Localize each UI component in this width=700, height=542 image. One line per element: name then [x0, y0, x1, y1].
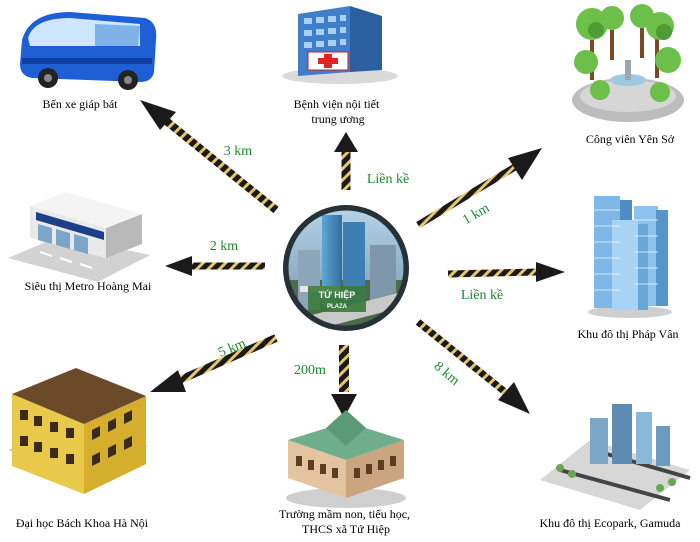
distance-school: 200m [294, 363, 326, 378]
center-logo-line2: PLAZA [327, 304, 348, 310]
distance-park: 1 km [460, 201, 492, 228]
university-icon [8, 368, 148, 494]
distance-phapvan: Liền kề [461, 288, 503, 303]
supermarket-icon [8, 192, 150, 282]
label-phapvan: Khu đô thị Pháp Vân [577, 327, 678, 341]
distance-bus: 3 km [224, 144, 253, 159]
center-project-image: TỨ HIỆP PLAZA [283, 205, 409, 331]
city-icon [540, 404, 691, 510]
distance-metro: 2 km [210, 239, 239, 254]
label-hospital: Bệnh viện nội tiết trung ương [294, 97, 383, 126]
arrow-to-school [331, 345, 357, 418]
distance-hospital: Liền kề [367, 172, 409, 187]
center-logo-line1: TỨ HIỆP [319, 289, 355, 300]
label-school: Trường mầm non, tiểu học, THCS xã Tứ Hiệ… [279, 507, 413, 536]
park-icon [572, 4, 684, 122]
school-icon [286, 410, 406, 508]
label-bachkhoa: Đại học Bách Khoa Hà Nội [16, 516, 149, 530]
distance-ecopark: 8 km [431, 359, 462, 389]
arrow-to-phapvan [447, 262, 565, 282]
arrow-to-park [416, 148, 542, 229]
arrow-to-metro [165, 256, 265, 276]
arrow-to-bachkhoa [150, 334, 278, 392]
arrow-to-bus [140, 100, 279, 214]
arrow-to-ecopark [415, 319, 530, 414]
label-ecopark: Khu đô thị Ecopark, Gamuda [540, 516, 682, 530]
arrow-to-hospital [334, 132, 358, 190]
hospital-icon [282, 6, 398, 84]
label-bus: Bến xe giáp bát [43, 97, 119, 111]
towers-icon [588, 196, 672, 318]
bus-icon [20, 12, 157, 90]
label-metro: Siêu thị Metro Hoàng Mai [25, 279, 152, 293]
label-park: Công viên Yên Sở [586, 132, 675, 146]
